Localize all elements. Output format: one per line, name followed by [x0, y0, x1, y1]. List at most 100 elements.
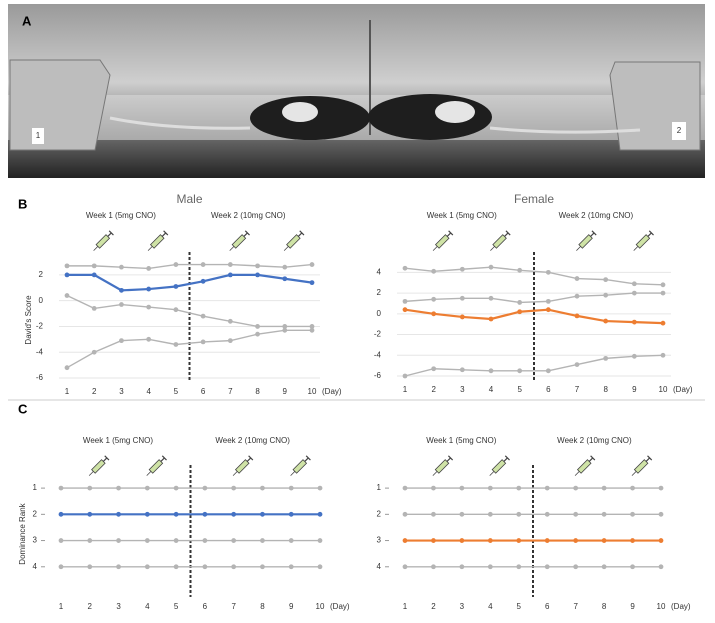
week-annotation: Week 1 (5mg CNO)	[426, 436, 496, 445]
syringe-body	[493, 235, 506, 248]
data-point	[489, 368, 494, 373]
y-axis-label: Dominance Rank	[18, 502, 27, 564]
data-point	[431, 564, 436, 569]
data-point	[87, 512, 92, 517]
data-point	[489, 265, 494, 270]
data-point	[517, 309, 522, 314]
data-point	[431, 512, 436, 517]
y-tick-label: -6	[374, 371, 382, 380]
data-point	[228, 338, 233, 343]
data-point	[546, 307, 551, 312]
x-tick-label: 9	[283, 387, 288, 396]
data-point	[516, 512, 521, 517]
x-tick-label: 3	[119, 387, 124, 396]
y-tick-label: 1	[33, 483, 38, 492]
syringe-plunger	[244, 233, 248, 237]
data-point	[602, 512, 607, 517]
week-annotation: Week 2 (10mg CNO)	[211, 211, 286, 220]
syringe-icon	[231, 456, 253, 478]
data-point	[318, 512, 323, 517]
box-label: 2	[677, 126, 682, 135]
data-point	[489, 317, 494, 322]
x-tick-label: 5	[517, 385, 522, 394]
data-point	[460, 267, 465, 272]
x-tick-label: 2	[431, 602, 436, 611]
data-point	[174, 486, 179, 491]
x-tick-label: 2	[431, 385, 436, 394]
data-point	[260, 512, 265, 517]
data-point	[516, 538, 521, 543]
syringe-needle	[575, 471, 579, 475]
x-tick-label: 6	[545, 602, 550, 611]
syringe-body	[579, 235, 592, 248]
y-tick-label: -4	[36, 347, 44, 356]
data-point	[260, 564, 265, 569]
data-point	[403, 307, 408, 312]
data-point	[92, 263, 97, 268]
y-tick-label: -2	[36, 322, 44, 331]
data-point	[119, 265, 124, 270]
syringe-plunger	[162, 233, 166, 237]
syringe-plunger	[447, 458, 451, 462]
data-point	[573, 512, 578, 517]
data-point	[516, 486, 521, 491]
data-point	[87, 538, 92, 543]
data-point	[145, 564, 150, 569]
data-point	[310, 280, 315, 285]
data-point	[228, 319, 233, 324]
data-point	[488, 538, 493, 543]
data-point	[546, 299, 551, 304]
data-point	[630, 486, 635, 491]
syringe-body	[287, 235, 300, 248]
data-point	[575, 294, 580, 299]
syringe-needle	[233, 471, 237, 475]
page: 1 2 A B C MaleWeek 1 (5mg CNO)Week 2 (10…	[0, 0, 715, 623]
x-tick-label: 9	[632, 385, 637, 394]
data-point	[174, 512, 179, 517]
data-point	[116, 486, 121, 491]
data-point	[119, 338, 124, 343]
syringe-needle	[490, 246, 494, 250]
data-point	[603, 319, 608, 324]
x-tick-label: 4	[146, 387, 151, 396]
syringe-needle	[634, 246, 638, 250]
y-tick-label: 2	[39, 270, 44, 279]
x-tick-label: 8	[255, 387, 260, 396]
x-tick-label: 6	[203, 602, 208, 611]
data-point	[231, 512, 236, 517]
data-point	[318, 538, 323, 543]
y-tick-label: 2	[377, 288, 382, 297]
data-point	[59, 564, 64, 569]
x-tick-label: 3	[116, 602, 121, 611]
data-point	[289, 538, 294, 543]
data-point	[116, 538, 121, 543]
data-point	[573, 564, 578, 569]
y-tick-label: 4	[377, 562, 382, 571]
x-tick-label: 5	[174, 387, 179, 396]
chart-title: Female	[514, 192, 554, 206]
data-point	[517, 300, 522, 305]
x-tick-label: 4	[145, 602, 150, 611]
data-point	[661, 321, 666, 326]
x-tick-label: 1	[403, 385, 408, 394]
data-point	[65, 263, 70, 268]
x-tick-label: 7	[573, 602, 578, 611]
syringe-plunger	[103, 458, 107, 462]
y-tick-label: -2	[374, 330, 382, 339]
syringe-needle	[291, 471, 295, 475]
syringe-icon	[228, 231, 250, 253]
syringe-icon	[573, 456, 595, 478]
data-point	[661, 353, 666, 358]
data-point	[403, 486, 408, 491]
x-tick-label: 6	[201, 387, 206, 396]
data-point	[201, 314, 206, 319]
data-point	[318, 564, 323, 569]
data-point	[459, 564, 464, 569]
data-point	[602, 564, 607, 569]
data-point	[403, 374, 408, 379]
data-point	[545, 538, 550, 543]
x-axis-label: (Day)	[673, 385, 693, 394]
syringe-icon	[632, 231, 654, 253]
syringe-body	[149, 460, 162, 473]
x-tick-label: 10	[659, 385, 668, 394]
